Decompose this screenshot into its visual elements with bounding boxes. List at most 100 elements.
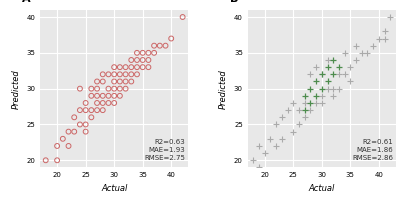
Point: [122, 73, 129, 76]
Point: [111, 80, 117, 83]
Point: [284, 109, 291, 112]
Point: [358, 51, 365, 54]
Point: [88, 87, 94, 90]
Point: [151, 44, 157, 47]
Point: [302, 101, 308, 105]
Point: [262, 151, 268, 155]
Point: [42, 159, 49, 162]
Point: [330, 94, 336, 97]
Point: [105, 101, 112, 105]
Point: [279, 116, 285, 119]
Point: [347, 66, 354, 69]
Point: [256, 166, 262, 169]
Point: [145, 51, 152, 54]
Point: [54, 159, 60, 162]
Point: [77, 123, 83, 126]
Point: [117, 66, 123, 69]
Point: [77, 109, 83, 112]
Point: [302, 116, 308, 119]
Point: [330, 59, 336, 62]
Point: [88, 109, 94, 112]
Point: [140, 59, 146, 62]
Point: [128, 80, 134, 83]
Point: [336, 73, 342, 76]
Point: [267, 137, 274, 140]
Point: [370, 44, 376, 47]
Point: [296, 123, 302, 126]
Point: [140, 66, 146, 69]
Point: [128, 66, 134, 69]
Point: [111, 73, 117, 76]
Point: [100, 73, 106, 76]
Point: [273, 123, 279, 126]
Point: [65, 144, 72, 148]
Point: [145, 66, 152, 69]
Point: [313, 80, 319, 83]
Point: [54, 144, 60, 148]
Point: [330, 87, 336, 90]
Point: [100, 94, 106, 97]
Point: [134, 66, 140, 69]
Point: [180, 15, 186, 19]
Point: [324, 87, 331, 90]
Point: [290, 130, 296, 133]
Point: [82, 123, 89, 126]
Point: [140, 51, 146, 54]
Point: [313, 66, 319, 69]
Point: [94, 80, 100, 83]
Point: [324, 80, 331, 83]
Point: [302, 94, 308, 97]
Point: [94, 94, 100, 97]
Point: [88, 116, 94, 119]
Point: [347, 80, 354, 83]
Point: [319, 87, 325, 90]
Text: A: A: [22, 0, 31, 4]
Point: [111, 66, 117, 69]
Point: [82, 109, 89, 112]
Point: [307, 101, 314, 105]
Point: [134, 51, 140, 54]
Text: R2=0.61
MAE=1.86
RMSE=2.86: R2=0.61 MAE=1.86 RMSE=2.86: [352, 139, 393, 161]
X-axis label: Actual: Actual: [101, 184, 127, 193]
X-axis label: Actual: Actual: [309, 184, 335, 193]
Y-axis label: Predicted: Predicted: [219, 69, 228, 109]
Point: [117, 87, 123, 90]
Point: [94, 109, 100, 112]
Point: [381, 30, 388, 33]
Point: [307, 87, 314, 90]
Point: [381, 37, 388, 40]
Point: [117, 73, 123, 76]
Point: [353, 44, 359, 47]
Point: [250, 159, 256, 162]
Point: [82, 130, 89, 133]
Point: [319, 94, 325, 97]
Point: [128, 59, 134, 62]
Point: [100, 80, 106, 83]
Point: [128, 73, 134, 76]
Point: [168, 37, 174, 40]
Point: [319, 73, 325, 76]
Point: [100, 101, 106, 105]
Point: [105, 94, 112, 97]
Point: [105, 87, 112, 90]
Point: [353, 59, 359, 62]
Point: [111, 94, 117, 97]
Point: [122, 66, 129, 69]
Point: [336, 66, 342, 69]
Point: [290, 101, 296, 105]
Point: [342, 73, 348, 76]
Point: [256, 144, 262, 148]
Point: [60, 137, 66, 140]
Point: [336, 87, 342, 90]
Point: [71, 130, 78, 133]
Point: [319, 101, 325, 105]
Point: [100, 109, 106, 112]
Point: [324, 66, 331, 69]
Point: [319, 73, 325, 76]
Point: [117, 80, 123, 83]
Point: [65, 130, 72, 133]
Point: [94, 101, 100, 105]
Point: [342, 51, 348, 54]
Point: [302, 109, 308, 112]
Point: [145, 59, 152, 62]
